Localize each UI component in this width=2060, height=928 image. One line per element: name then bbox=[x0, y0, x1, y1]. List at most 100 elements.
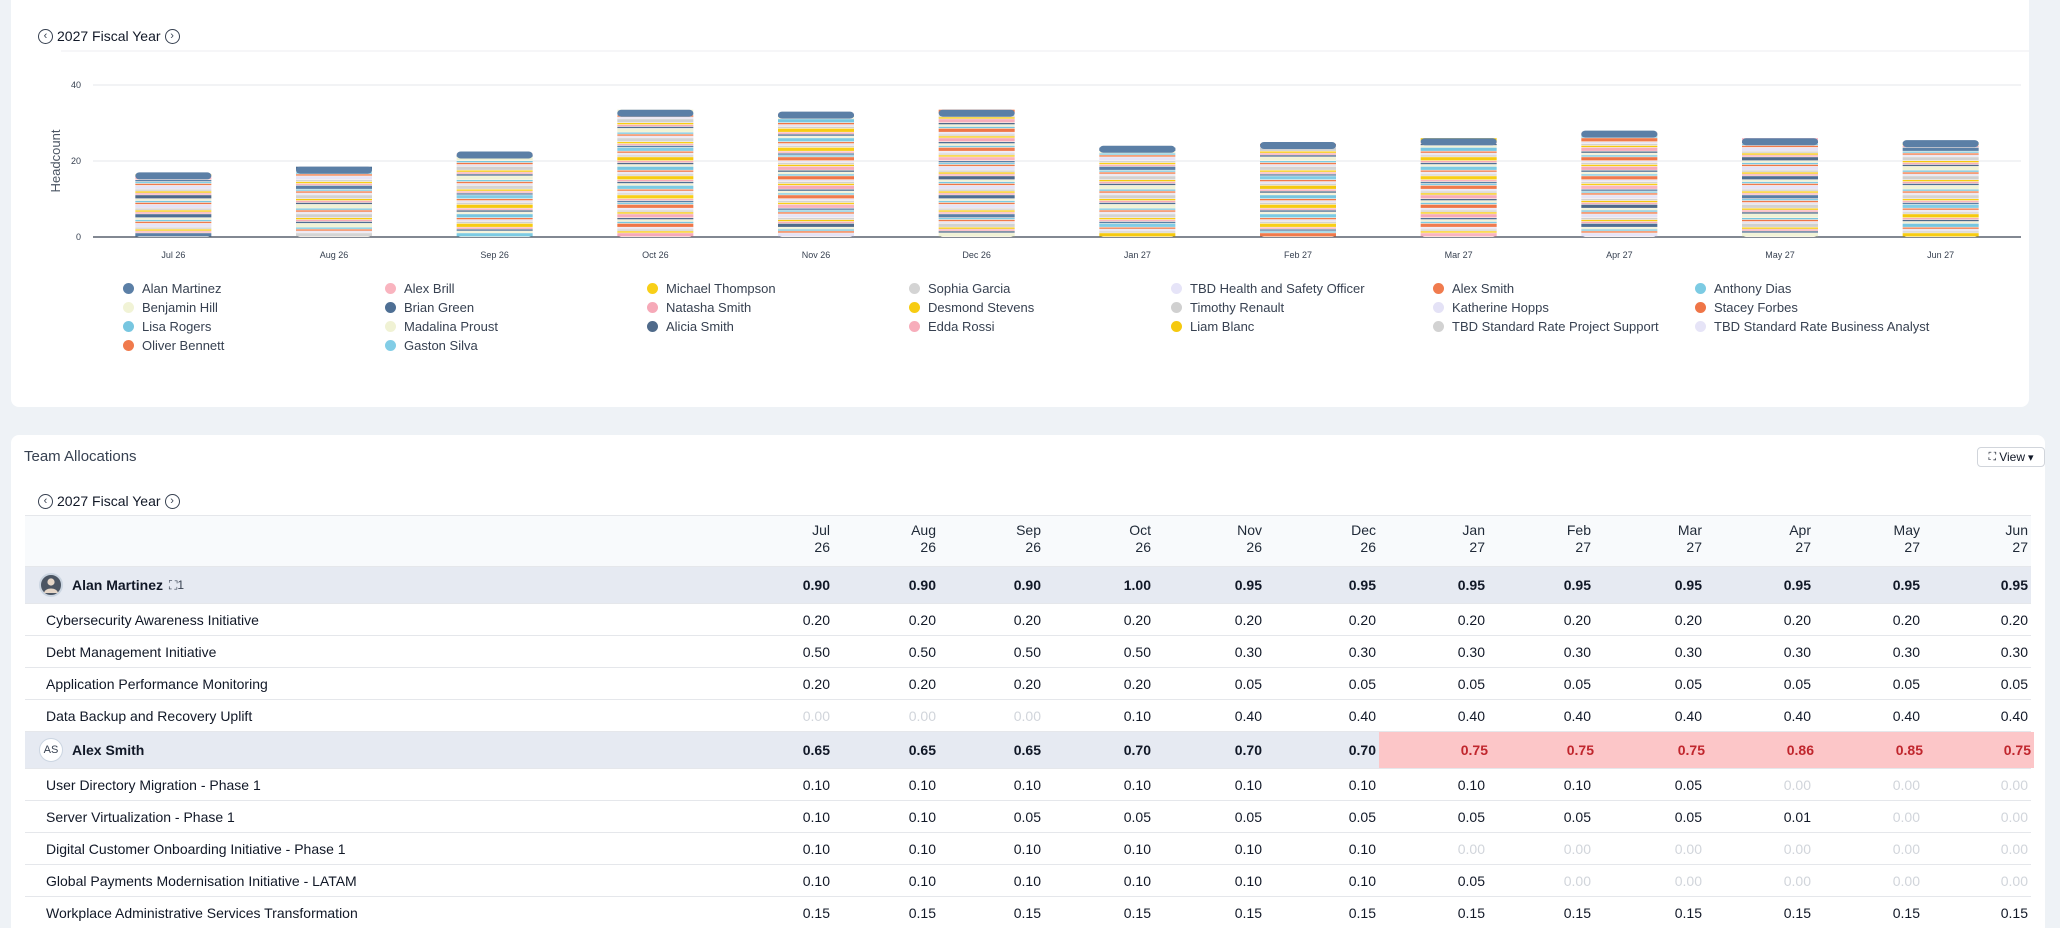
allocation-cell[interactable]: 0.50 bbox=[802, 643, 830, 660]
allocation-cell[interactable]: 0.95 bbox=[1892, 577, 1920, 593]
allocation-cell[interactable]: 0.15 bbox=[1783, 904, 1811, 921]
allocation-cell[interactable]: 0.50 bbox=[1013, 643, 1041, 660]
legend-item[interactable]: Edda Rossi bbox=[909, 318, 1171, 335]
allocation-cell[interactable]: 0.65 bbox=[802, 742, 830, 758]
allocation-cell[interactable]: 0.05 bbox=[1892, 675, 1920, 692]
allocation-cell[interactable]: 0.00 bbox=[802, 707, 830, 724]
allocation-cell[interactable]: 0.00 bbox=[1563, 840, 1591, 857]
allocation-cell[interactable]: 0.20 bbox=[1234, 611, 1262, 628]
allocation-cell[interactable]: 0.40 bbox=[1674, 707, 1702, 724]
allocation-cell[interactable]: 0.30 bbox=[1563, 643, 1591, 660]
allocation-cell[interactable]: 0.20 bbox=[1457, 611, 1485, 628]
allocation-cell[interactable]: 0.00 bbox=[1674, 872, 1702, 889]
project-row[interactable]: Debt Management Initiative 0.50 0.50 0.50 0.… bbox=[25, 636, 2031, 668]
legend-item[interactable]: Katherine Hopps bbox=[1433, 299, 1695, 316]
allocation-cell[interactable]: 0.20 bbox=[1013, 675, 1041, 692]
allocation-cell[interactable]: 0.05 bbox=[1013, 808, 1041, 825]
allocation-cell[interactable]: 0.10 bbox=[1013, 840, 1041, 857]
person-row[interactable]: Alan Martinez ⛶1 0.90 0.90 0.90 1.00 0.95 0.95 0… bbox=[25, 567, 2031, 604]
allocation-cell[interactable]: 0.20 bbox=[1674, 611, 1702, 628]
project-row[interactable]: Global Payments Modernisation Initiative… bbox=[25, 865, 2031, 897]
allocation-cell[interactable]: 0.05 bbox=[2000, 675, 2028, 692]
allocation-cell[interactable]: 0.40 bbox=[1563, 707, 1591, 724]
allocation-cell[interactable]: 0.20 bbox=[1123, 675, 1151, 692]
allocation-cell[interactable]: 1.00 bbox=[1123, 577, 1151, 593]
allocation-cell[interactable]: 0.15 bbox=[1892, 904, 1920, 921]
allocation-cell[interactable]: 0.05 bbox=[1674, 675, 1702, 692]
legend-item[interactable]: Liam Blanc bbox=[1171, 318, 1433, 335]
legend-item[interactable]: Gaston Silva bbox=[385, 337, 647, 354]
allocation-cell[interactable]: 0.10 bbox=[1348, 776, 1376, 793]
allocation-cell[interactable]: 0.95 bbox=[1674, 577, 1702, 593]
allocation-cell[interactable]: 0.00 bbox=[908, 707, 936, 724]
allocation-cell[interactable]: 0.30 bbox=[1457, 643, 1485, 660]
allocation-cell[interactable]: 0.95 bbox=[1234, 577, 1262, 593]
allocation-cell[interactable]: 0.00 bbox=[2000, 872, 2028, 889]
allocation-cell[interactable]: 0.10 bbox=[802, 776, 830, 793]
legend-item[interactable]: Oliver Bennett bbox=[123, 337, 385, 354]
allocation-cell[interactable]: 0.85 bbox=[1814, 732, 1923, 768]
allocation-cell[interactable]: 0.00 bbox=[1674, 840, 1702, 857]
allocation-cell[interactable]: 0.75 bbox=[1379, 732, 1488, 768]
view-dropdown-button[interactable]: ⛶ View ▾ bbox=[1977, 447, 2045, 467]
legend-item[interactable]: Desmond Stevens bbox=[909, 299, 1171, 316]
legend-item[interactable]: Anthony Dias bbox=[1695, 280, 1957, 297]
project-row[interactable]: Data Backup and Recovery Uplift 0.00 0.00 0… bbox=[25, 700, 2031, 732]
allocation-cell[interactable]: 0.00 bbox=[1563, 872, 1591, 889]
allocation-cell[interactable]: 0.90 bbox=[1013, 577, 1041, 593]
legend-item[interactable]: TBD Standard Rate Business Analyst bbox=[1695, 318, 1957, 335]
allocation-cell[interactable]: 0.05 bbox=[1674, 808, 1702, 825]
allocation-cell[interactable]: 0.95 bbox=[1348, 577, 1376, 593]
allocation-cell[interactable]: 0.10 bbox=[908, 840, 936, 857]
allocation-cell[interactable]: 0.10 bbox=[802, 840, 830, 857]
allocation-cell[interactable]: 0.30 bbox=[1892, 643, 1920, 660]
allocation-cell[interactable]: 0.15 bbox=[1013, 904, 1041, 921]
allocation-cell[interactable]: 0.95 bbox=[1783, 577, 1811, 593]
allocation-cell[interactable]: 0.20 bbox=[2000, 611, 2028, 628]
legend-item[interactable]: Michael Thompson bbox=[647, 280, 909, 297]
allocation-cell[interactable]: 0.10 bbox=[1123, 840, 1151, 857]
allocation-cell[interactable]: 0.65 bbox=[908, 742, 936, 758]
allocation-cell[interactable]: 0.15 bbox=[1234, 904, 1262, 921]
allocation-cell[interactable]: 0.90 bbox=[802, 577, 830, 593]
allocation-cell[interactable]: 0.20 bbox=[1123, 611, 1151, 628]
person-row[interactable]: AS Alex Smith 0.65 0.65 0.65 0.70 0.70 0.70 0.75… bbox=[25, 732, 2034, 769]
allocation-cell[interactable]: 0.05 bbox=[1348, 808, 1376, 825]
legend-item[interactable]: Stacey Forbes bbox=[1695, 299, 1957, 316]
allocation-cell[interactable]: 0.15 bbox=[1348, 904, 1376, 921]
allocation-cell[interactable]: 0.05 bbox=[1457, 872, 1485, 889]
chevron-right-icon[interactable]: › bbox=[164, 493, 180, 509]
allocation-cell[interactable]: 0.40 bbox=[1348, 707, 1376, 724]
chevron-right-icon[interactable]: › bbox=[164, 28, 180, 44]
project-row[interactable]: Workplace Administrative Services Transf… bbox=[25, 897, 2031, 928]
allocation-cell[interactable]: 0.15 bbox=[1674, 904, 1702, 921]
allocation-cell[interactable]: 0.75 bbox=[1594, 732, 1705, 768]
allocation-cell[interactable]: 0.30 bbox=[1783, 643, 1811, 660]
allocation-cell[interactable]: 0.95 bbox=[1563, 577, 1591, 593]
allocation-cell[interactable]: 0.75 bbox=[1488, 732, 1594, 768]
legend-item[interactable]: Alex Brill bbox=[385, 280, 647, 297]
allocation-cell[interactable]: 0.00 bbox=[1892, 840, 1920, 857]
allocation-cell[interactable]: 0.70 bbox=[1234, 742, 1262, 758]
allocation-cell[interactable]: 0.20 bbox=[1892, 611, 1920, 628]
allocation-cell[interactable]: 0.15 bbox=[1457, 904, 1485, 921]
legend-item[interactable]: Benjamin Hill bbox=[123, 299, 385, 316]
allocation-cell[interactable]: 0.40 bbox=[1234, 707, 1262, 724]
allocation-cell[interactable]: 0.20 bbox=[1013, 611, 1041, 628]
legend-item[interactable]: TBD Standard Rate Project Support bbox=[1433, 318, 1695, 335]
allocation-cell[interactable]: 0.75 bbox=[1923, 732, 2034, 768]
allocation-cell[interactable]: 0.20 bbox=[1563, 611, 1591, 628]
allocation-cell[interactable]: 0.20 bbox=[1783, 611, 1811, 628]
allocation-cell[interactable]: 0.05 bbox=[1457, 675, 1485, 692]
allocation-cell[interactable]: 0.15 bbox=[908, 904, 936, 921]
allocation-cell[interactable]: 0.65 bbox=[1013, 742, 1041, 758]
legend-item[interactable]: Madalina Proust bbox=[385, 318, 647, 335]
allocation-cell[interactable]: 0.00 bbox=[1892, 872, 1920, 889]
allocation-cell[interactable]: 0.20 bbox=[908, 611, 936, 628]
project-row[interactable]: User Directory Migration - Phase 1 0.10 0.… bbox=[25, 769, 2031, 801]
allocation-cell[interactable]: 0.30 bbox=[1234, 643, 1262, 660]
allocation-cell[interactable]: 0.00 bbox=[2000, 840, 2028, 857]
allocation-cell[interactable]: 0.95 bbox=[1457, 577, 1485, 593]
legend-item[interactable]: Sophia Garcia bbox=[909, 280, 1171, 297]
allocation-cell[interactable]: 0.05 bbox=[1457, 808, 1485, 825]
